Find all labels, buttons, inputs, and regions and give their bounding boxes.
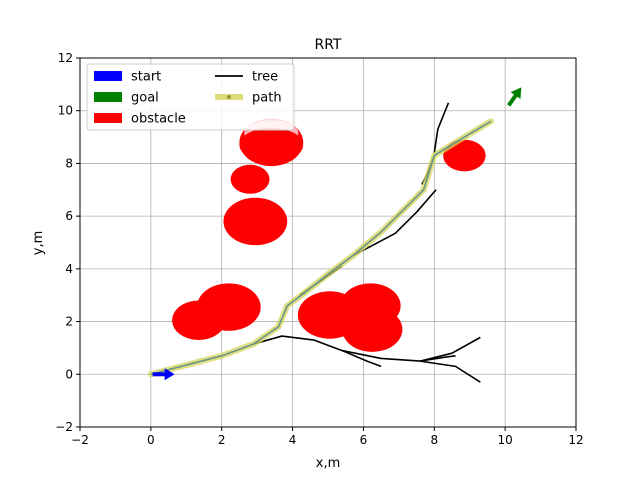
- axes-frame: [79, 57, 577, 428]
- y-tick-label: 12: [58, 51, 73, 65]
- obstacle-3: [230, 164, 270, 194]
- tree-branch-6: [341, 349, 382, 368]
- x-tick-label: 0: [147, 433, 155, 447]
- x-tick-label: 12: [568, 433, 583, 447]
- y-tick-label: 10: [58, 104, 73, 118]
- goal-arrow: [507, 87, 522, 107]
- y-tick-label: 4: [65, 262, 73, 276]
- y-axis-label: y,m: [31, 231, 46, 256]
- y-tick-label: 2: [65, 315, 73, 329]
- tree-branch-5: [433, 102, 450, 154]
- tree-branch-7: [419, 336, 481, 362]
- start-arrow: [152, 368, 175, 381]
- x-tick-label: 8: [430, 433, 438, 447]
- legend-label-path: path: [252, 91, 282, 106]
- goal-arrow-head: [510, 87, 522, 100]
- start-arrow-head: [164, 368, 175, 381]
- legend: start goal obstacle tree path: [86, 63, 295, 131]
- x-axis-label: x,m: [316, 456, 341, 471]
- x-tick-label: −2: [71, 433, 89, 447]
- goal-arrow-shaft: [507, 92, 519, 107]
- tree-branch-8: [419, 355, 456, 362]
- chart-title: RRT: [315, 37, 342, 53]
- axes: −2 0 2 4 6 8 10 12 −2 0 2 4 6 8 10 12: [55, 51, 583, 447]
- x-tick-label: 2: [218, 433, 226, 447]
- obstacle-7: [342, 307, 403, 352]
- x-tick-label: 10: [498, 433, 513, 447]
- y-tick-label: 6: [65, 209, 73, 223]
- legend-label-start: start: [131, 70, 161, 85]
- y-tick-label: 0: [65, 367, 73, 381]
- y-tick-label: 8: [65, 156, 73, 170]
- legend-swatch-start: [94, 71, 122, 81]
- x-tick-label: 6: [360, 433, 368, 447]
- obstacle-8: [443, 139, 486, 172]
- solution-path-core: [150, 120, 492, 375]
- obstacle-1: [196, 283, 261, 331]
- obstacle-core: [239, 127, 304, 163]
- legend-swatch-goal: [94, 92, 122, 102]
- legend-swatch-obstacle: [94, 113, 122, 123]
- legend-swatch-marker: [227, 95, 231, 99]
- x-tick-label: 4: [289, 433, 297, 447]
- legend-label-obstacle: obstacle: [131, 112, 186, 127]
- legend-label-tree: tree: [252, 70, 278, 85]
- y-tick-label: −2: [55, 420, 73, 434]
- tree-branch-1: [253, 335, 481, 383]
- legend-box: [86, 63, 295, 131]
- obstacle-2: [223, 197, 288, 246]
- legend-label-goal: goal: [131, 91, 159, 106]
